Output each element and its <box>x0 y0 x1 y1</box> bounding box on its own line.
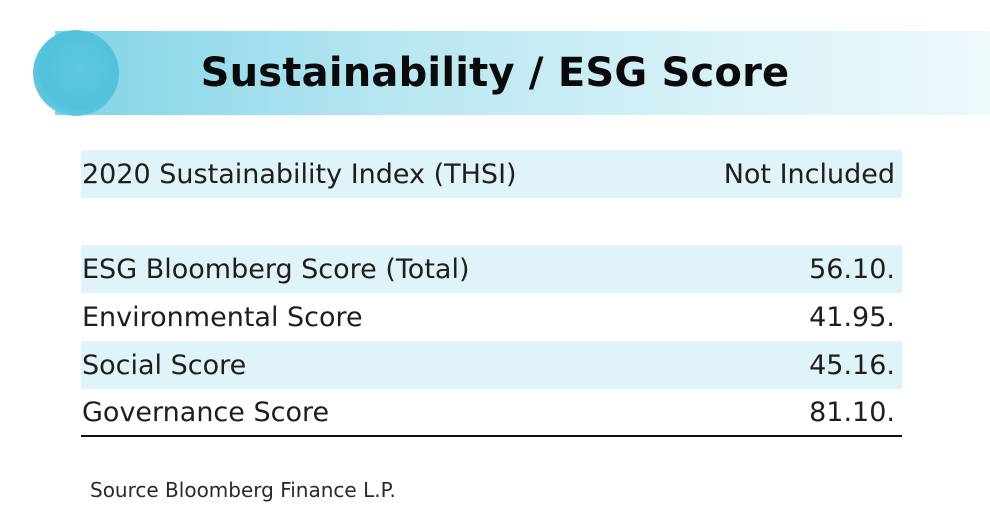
row-value: 81.10. <box>809 396 895 428</box>
row-value: 56.10. <box>809 253 895 285</box>
row-label: Social Score <box>82 349 247 381</box>
table-row-esg-total: ESG Bloomberg Score (Total) 56.10. <box>81 245 902 293</box>
table-row-social: Social Score 45.16. <box>81 341 902 389</box>
source-note: Source Bloomberg Finance L.P. <box>90 478 396 502</box>
header-circle-decoration <box>33 30 119 116</box>
header-band <box>55 31 990 115</box>
row-label: ESG Bloomberg Score (Total) <box>82 253 470 285</box>
table-row-governance: Governance Score 81.10. <box>81 389 902 437</box>
esg-score-table: ESG Bloomberg Score (Total) 56.10. Envir… <box>81 245 902 437</box>
row-value: 41.95. <box>809 301 895 333</box>
row-value: Not Included <box>723 158 895 190</box>
row-label: Environmental Score <box>82 301 363 333</box>
row-label: 2020 Sustainability Index (THSI) <box>82 158 517 190</box>
row-label: Governance Score <box>82 396 330 428</box>
table-row-environmental: Environmental Score 41.95. <box>81 293 902 341</box>
page-title: Sustainability / ESG Score <box>200 50 790 96</box>
sustainability-index-table: 2020 Sustainability Index (THSI) Not Inc… <box>81 150 902 198</box>
table-row-thsi: 2020 Sustainability Index (THSI) Not Inc… <box>81 150 902 198</box>
row-value: 45.16. <box>809 349 895 381</box>
